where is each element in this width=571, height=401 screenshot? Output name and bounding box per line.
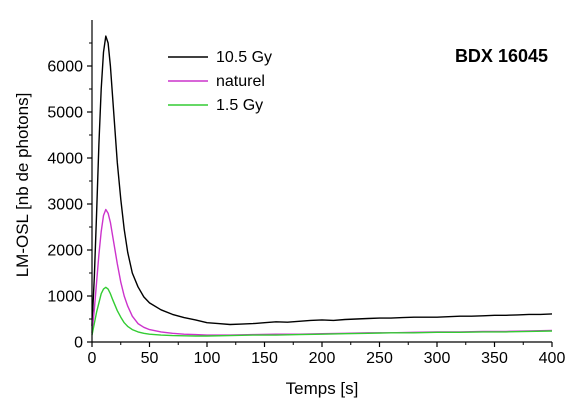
x-tick-label: 300 — [424, 350, 451, 367]
sample-annotation: BDX 16045 — [455, 46, 548, 66]
y-tick-label: 3000 — [47, 197, 83, 214]
legend: 10.5 Gy naturel 1.5 Gy — [168, 49, 272, 114]
legend-label: naturel — [216, 73, 265, 90]
legend-label: 1.5 Gy — [216, 97, 263, 114]
legend-label: 10.5 Gy — [216, 49, 272, 66]
y-tick-label: 2000 — [47, 243, 83, 260]
x-tick-label: 100 — [194, 350, 221, 367]
x-tick-label: 400 — [539, 350, 566, 367]
y-tick-label: 1000 — [47, 289, 83, 306]
x-tick-label: 0 — [88, 350, 97, 367]
y-tick-label: 4000 — [47, 151, 83, 168]
x-axis-title: Temps [s] — [286, 379, 359, 398]
x-tick-label: 200 — [309, 350, 336, 367]
x-tick-label: 150 — [251, 350, 278, 367]
x-tick-label: 50 — [141, 350, 159, 367]
axes: 0 50 100 150 200 250 300 350 4000100020003000400… — [47, 20, 565, 367]
series-line-0 — [91, 35, 553, 326]
y-tick-label: 5000 — [47, 105, 83, 122]
y-tick-label: 6000 — [47, 59, 83, 76]
plot-area — [91, 35, 553, 337]
x-tick-label: 250 — [366, 350, 393, 367]
y-tick-label: 0 — [74, 335, 83, 352]
x-tick-label: 350 — [481, 350, 508, 367]
y-axis-title: LM-OSL [nb de photons] — [13, 93, 32, 278]
series-line-2 — [91, 286, 553, 337]
